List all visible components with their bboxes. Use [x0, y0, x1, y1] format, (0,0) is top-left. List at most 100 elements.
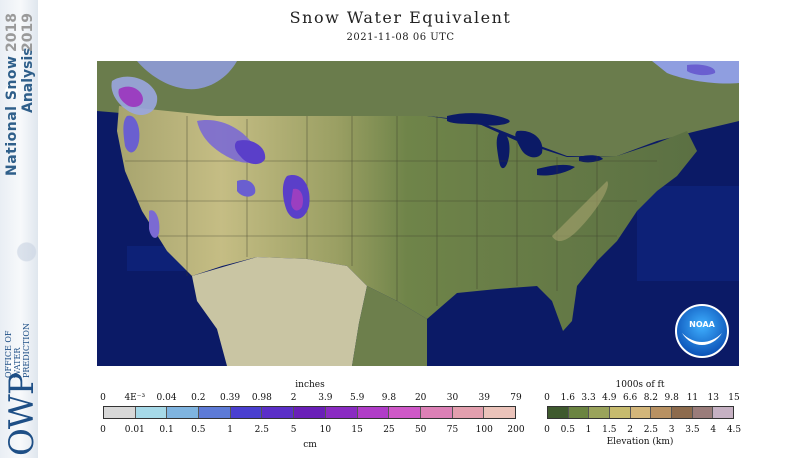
- snow-montana-core: [234, 140, 266, 165]
- swe-tick-label: 200: [507, 425, 525, 435]
- swe-color-swatch: [420, 407, 453, 418]
- elev-tick-label: 13: [707, 393, 719, 403]
- mexico-land: [192, 257, 367, 366]
- swe-tick-label: 2.5: [254, 425, 270, 435]
- mexico-land-east: [352, 286, 427, 366]
- org-line-1: OFFICE OF: [4, 330, 13, 378]
- page-title: Snow Water Equivalent: [289, 8, 512, 27]
- snow-quebec-core: [687, 64, 716, 76]
- left-banner: National Snow 2018 Analysis 2019 OFFICE …: [0, 0, 38, 458]
- lake-erie: [537, 164, 575, 176]
- appalachians: [552, 181, 608, 242]
- swe-tick-label: 30: [446, 393, 459, 403]
- elev-tick-label: 4.9: [602, 393, 617, 403]
- elev-legend-bottom-unit: Elevation (km): [606, 437, 674, 447]
- elev-color-swatch: [548, 407, 569, 418]
- swe-tick-label: 5: [290, 425, 297, 435]
- swe-color-swatch: [389, 407, 421, 418]
- elev-tick-label: 0: [544, 425, 550, 435]
- lake-superior: [447, 113, 510, 126]
- swe-tick-label: 0.5: [191, 425, 206, 435]
- elev-tick-label: 15: [728, 393, 740, 403]
- elev-tick-label: 1.6: [560, 393, 575, 403]
- elev-tick-label: 9.8: [664, 393, 679, 403]
- swe-color-swatch: [452, 407, 485, 418]
- banner-org-name: OFFICE OF WATER PREDICTION: [4, 323, 31, 378]
- elev-tick-label: 0.5: [560, 425, 575, 435]
- elev-tick-label: 4: [710, 425, 717, 435]
- owp-logo: OWP: [2, 373, 38, 456]
- swe-tick-label: 0.2: [191, 393, 206, 403]
- elev-tick-label: 4.5: [726, 425, 742, 435]
- swe-tick-label: 5.9: [349, 393, 365, 403]
- elev-tick-label: 0: [544, 393, 550, 403]
- swe-tick-label: 79: [510, 393, 522, 403]
- elev-tick-label: 8.2: [643, 393, 659, 403]
- swe-tick-label: 9.8: [381, 393, 397, 403]
- snow-map: NOAA: [97, 61, 739, 366]
- swe-legend-bar: [103, 406, 516, 419]
- lake-michigan: [496, 132, 510, 169]
- swe-tick-label: 75: [446, 425, 459, 435]
- ocean-panel: [637, 186, 739, 281]
- swe-tick-label: 39: [478, 393, 490, 403]
- snow-wyoming: [237, 179, 256, 197]
- elev-color-swatch: [610, 407, 631, 418]
- swe-color-swatch: [199, 407, 231, 418]
- swe-color-swatch: [357, 407, 390, 418]
- swe-tick-label: 0.01: [124, 425, 145, 435]
- swe-tick-label: 0.39: [220, 393, 241, 403]
- swe-tick-label: 10: [319, 425, 332, 435]
- swe-tick-label: 1: [227, 425, 233, 435]
- swe-tick-label: 3.9: [318, 393, 333, 403]
- elev-tick-label: 3.5: [685, 425, 700, 435]
- banner-title-line1: National Snow: [4, 55, 20, 176]
- elev-color-swatch: [713, 407, 734, 418]
- elev-color-swatch: [692, 407, 714, 418]
- elev-legend-bar: [547, 406, 734, 419]
- elev-tick-label: 2: [627, 425, 633, 435]
- swe-tick-label: 0.1: [159, 425, 174, 435]
- elev-tick-label: 1.5: [602, 425, 617, 435]
- snow-colorado-core: [291, 188, 303, 211]
- swe-tick-label: 50: [414, 425, 427, 435]
- swe-tick-label: 0.98: [251, 393, 272, 403]
- swe-tick-label: 0.04: [156, 393, 177, 403]
- snow-sierra: [149, 210, 160, 238]
- banner-title-line2: Analysis: [20, 47, 36, 113]
- org-line-3: PREDICTION: [22, 323, 31, 378]
- noaa-logo-bird: [682, 333, 722, 345]
- elev-tick-label: 2.5: [643, 425, 659, 435]
- elev-color-swatch: [589, 407, 611, 418]
- elev-color-swatch: [630, 407, 652, 418]
- swe-color-swatch: [230, 407, 263, 418]
- swe-legend-top-unit: inches: [295, 380, 325, 390]
- elev-color-swatch: [651, 407, 673, 418]
- map-svg: NOAA: [97, 61, 739, 366]
- lake-huron: [515, 130, 543, 158]
- swe-tick-label: 0: [100, 425, 106, 435]
- elev-tick-label: 1: [585, 425, 592, 435]
- page-subtitle: 2021-11-08 06 UTC: [346, 32, 455, 43]
- noaa-logo-text: NOAA: [689, 320, 715, 329]
- swe-tick-label: 2: [290, 393, 297, 403]
- snow-cover: [111, 61, 739, 238]
- swe-color-swatch: [294, 407, 326, 418]
- swe-color-swatch: [135, 407, 168, 418]
- canada-land: [97, 61, 739, 156]
- swe-tick-label: 4E⁻³: [124, 393, 146, 403]
- elev-color-swatch: [672, 407, 693, 418]
- snow-pacific-northwest-core: [118, 86, 143, 107]
- swe-color-swatch: [104, 407, 136, 418]
- elev-tick-label: 3.3: [581, 393, 596, 403]
- swe-tick-label: 100: [475, 425, 493, 435]
- elev-tick-label: 6.6: [622, 393, 638, 403]
- snow-cascades: [123, 115, 140, 153]
- swe-color-swatch: [262, 407, 295, 418]
- snow-canada-west: [137, 61, 237, 90]
- swe-color-swatch: [325, 407, 358, 418]
- swe-legend-bottom-unit: cm: [303, 440, 317, 450]
- swe-color-swatch: [484, 407, 515, 418]
- noaa-logo: NOAA: [675, 304, 729, 358]
- swe-tick-label: 0: [100, 393, 106, 403]
